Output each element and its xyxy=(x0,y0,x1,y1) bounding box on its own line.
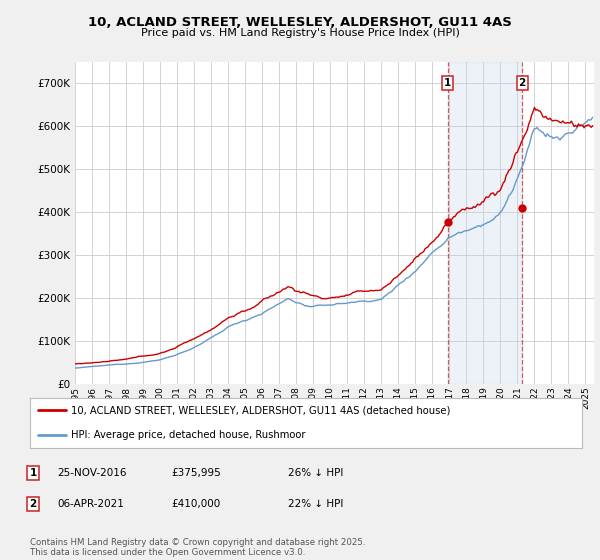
Text: 10, ACLAND STREET, WELLESLEY, ALDERSHOT, GU11 4AS: 10, ACLAND STREET, WELLESLEY, ALDERSHOT,… xyxy=(88,16,512,29)
Text: 25-NOV-2016: 25-NOV-2016 xyxy=(57,468,127,478)
Text: 2: 2 xyxy=(29,499,37,509)
Text: 1: 1 xyxy=(29,468,37,478)
Text: 26% ↓ HPI: 26% ↓ HPI xyxy=(288,468,343,478)
Text: £410,000: £410,000 xyxy=(171,499,220,509)
Text: 06-APR-2021: 06-APR-2021 xyxy=(57,499,124,509)
Bar xyxy=(448,62,522,384)
Text: Price paid vs. HM Land Registry's House Price Index (HPI): Price paid vs. HM Land Registry's House … xyxy=(140,28,460,38)
Text: 2: 2 xyxy=(518,78,526,88)
Text: £375,995: £375,995 xyxy=(171,468,221,478)
Text: Contains HM Land Registry data © Crown copyright and database right 2025.
This d: Contains HM Land Registry data © Crown c… xyxy=(30,538,365,557)
Text: HPI: Average price, detached house, Rushmoor: HPI: Average price, detached house, Rush… xyxy=(71,431,306,440)
Text: 22% ↓ HPI: 22% ↓ HPI xyxy=(288,499,343,509)
Text: 1: 1 xyxy=(444,78,451,88)
Text: 10, ACLAND STREET, WELLESLEY, ALDERSHOT, GU11 4AS (detached house): 10, ACLAND STREET, WELLESLEY, ALDERSHOT,… xyxy=(71,405,451,415)
